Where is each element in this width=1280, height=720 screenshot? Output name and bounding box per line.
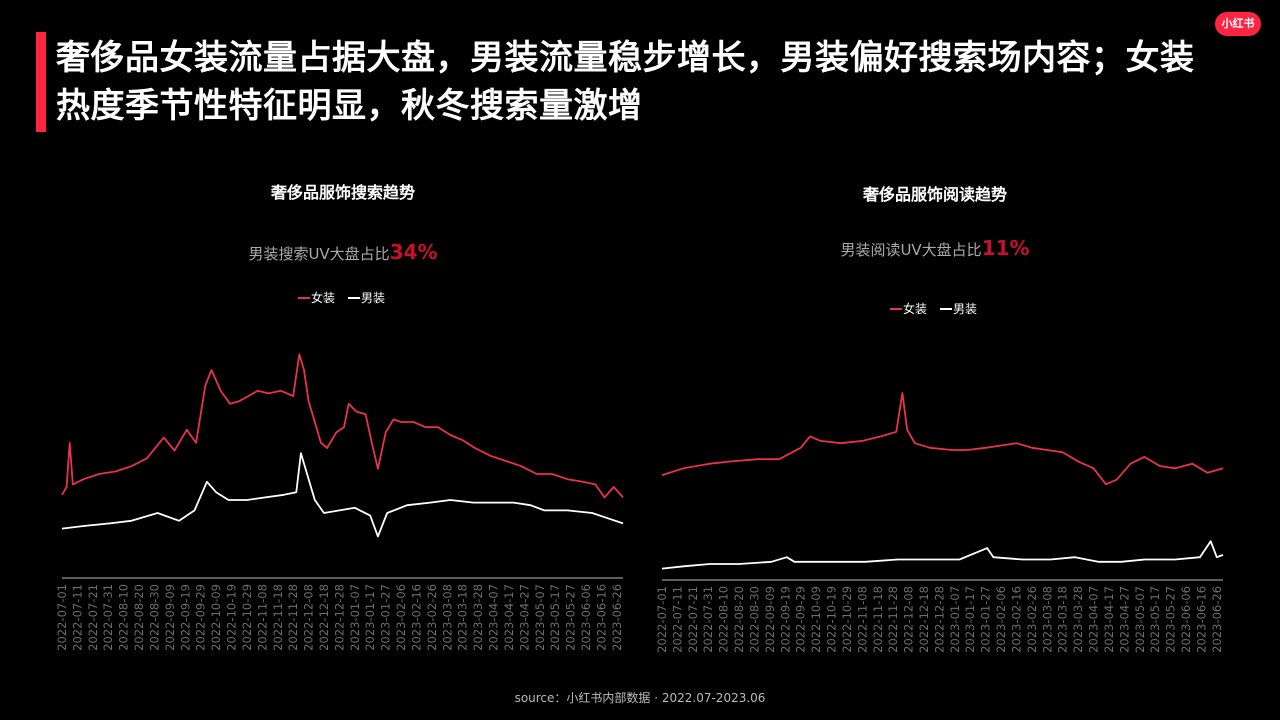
x-tick-label: 2022-08-30 bbox=[748, 586, 762, 653]
x-tick-label: 2023-01-27 bbox=[379, 584, 393, 651]
series-line-men bbox=[61, 452, 624, 538]
chart-subtitle: 男装阅读UV大盘占比11% bbox=[840, 236, 1029, 260]
x-tick-label: 2022-07-01 bbox=[55, 584, 69, 651]
subtitle-value: 11% bbox=[982, 236, 1030, 260]
x-tick-label: 2022-08-20 bbox=[732, 586, 746, 653]
x-tick-label: 2023-06-26 bbox=[610, 584, 624, 651]
x-tick-label: 2022-09-29 bbox=[794, 586, 808, 653]
x-tick-label: 2023-04-07 bbox=[487, 584, 501, 651]
x-tick-label: 2022-11-08 bbox=[255, 584, 269, 651]
x-tick-label: 2022-11-18 bbox=[271, 584, 285, 651]
x-tick-label: 2022-11-18 bbox=[871, 586, 885, 653]
x-tick-label: 2023-01-17 bbox=[963, 586, 977, 653]
x-tick-label: 2022-10-19 bbox=[225, 584, 239, 651]
subtitle-value: 34% bbox=[390, 240, 438, 264]
x-tick-label: 2023-05-27 bbox=[564, 584, 578, 651]
chart-title: 奢侈品服饰阅读趋势 bbox=[862, 185, 1007, 204]
x-tick-label: 2022-10-09 bbox=[209, 584, 223, 651]
x-tick-label: 2022-12-28 bbox=[332, 584, 346, 651]
x-tick-label: 2022-08-10 bbox=[117, 584, 131, 651]
chart-title: 奢侈品服饰搜索趋势 bbox=[270, 183, 415, 202]
x-tick-label: 2022-10-29 bbox=[840, 586, 854, 653]
x-tick-label: 2023-06-16 bbox=[1194, 586, 1208, 653]
x-tick-label: 2023-03-08 bbox=[1040, 586, 1054, 653]
x-tick-label: 2023-02-06 bbox=[394, 584, 408, 651]
x-tick-label: 2023-06-26 bbox=[1210, 586, 1224, 653]
x-tick-label: 2023-02-06 bbox=[994, 586, 1008, 653]
x-tick-label: 2022-12-08 bbox=[302, 584, 316, 651]
x-tick-label: 2022-10-19 bbox=[825, 586, 839, 653]
subtitle-label: 男装阅读UV大盘占比 bbox=[840, 241, 981, 259]
x-tick-label: 2022-07-31 bbox=[701, 586, 715, 653]
legend-label-men: 男装 bbox=[953, 302, 977, 316]
x-tick-label: 2022-11-08 bbox=[855, 586, 869, 653]
chart-legend: 女装 男装 bbox=[890, 301, 977, 316]
x-tick-label: 2023-02-16 bbox=[410, 584, 424, 651]
x-tick-label: 2022-09-29 bbox=[194, 584, 208, 651]
series-line-women bbox=[661, 392, 1224, 486]
x-tick-label: 2023-03-08 bbox=[440, 584, 454, 651]
x-tick-label: 2022-12-18 bbox=[917, 586, 931, 653]
x-tick-label: 2022-07-31 bbox=[101, 584, 115, 651]
x-tick-label: 2023-02-16 bbox=[1010, 586, 1024, 653]
x-tick-label: 2022-11-28 bbox=[886, 586, 900, 653]
x-tick-label: 2023-05-07 bbox=[533, 584, 547, 651]
x-tick-label: 2022-09-19 bbox=[778, 586, 792, 653]
x-tick-label: 2023-04-17 bbox=[502, 584, 516, 651]
x-tick-label: 2022-11-28 bbox=[286, 584, 300, 651]
x-tick-label: 2022-12-18 bbox=[317, 584, 331, 651]
x-tick-label: 2022-08-20 bbox=[132, 584, 146, 651]
x-tick-label: 2022-07-01 bbox=[655, 586, 669, 653]
x-tick-label: 2023-01-17 bbox=[363, 584, 377, 651]
x-tick-label: 2022-09-09 bbox=[763, 586, 777, 653]
x-tick-label: 2023-03-18 bbox=[1056, 586, 1070, 653]
x-tick-label: 2022-09-09 bbox=[163, 584, 177, 651]
x-tick-label: 2023-04-17 bbox=[1102, 586, 1116, 653]
x-tick-label: 2023-04-27 bbox=[517, 584, 531, 651]
x-tick-label: 2023-05-17 bbox=[548, 584, 562, 651]
x-tick-label: 2022-08-30 bbox=[148, 584, 162, 651]
x-tick-label: 2023-03-28 bbox=[471, 584, 485, 651]
x-tick-label: 2023-05-27 bbox=[1164, 586, 1178, 653]
chart-legend: 女装 男装 bbox=[298, 290, 385, 305]
x-tick-label: 2023-01-07 bbox=[948, 586, 962, 653]
x-tick-label: 2022-08-10 bbox=[717, 586, 731, 653]
x-tick-label: 2022-12-08 bbox=[902, 586, 916, 653]
series-line-men bbox=[661, 540, 1224, 570]
accent-bar bbox=[36, 32, 46, 132]
x-tick-label: 2023-05-17 bbox=[1148, 586, 1162, 653]
x-tick-label: 2022-07-21 bbox=[86, 584, 100, 651]
x-tick-label: 2023-06-06 bbox=[579, 584, 593, 651]
x-tick-label: 2022-10-29 bbox=[240, 584, 254, 651]
x-tick-label: 2022-07-11 bbox=[670, 586, 684, 653]
chart-subtitle: 男装搜索UV大盘占比34% bbox=[248, 240, 437, 264]
x-tick-label: 2023-01-07 bbox=[348, 584, 362, 651]
x-tick-label: 2023-04-07 bbox=[1087, 586, 1101, 653]
x-tick-label: 2023-03-28 bbox=[1071, 586, 1085, 653]
legend-label-women: 女装 bbox=[903, 301, 927, 316]
x-tick-label: 2022-10-09 bbox=[809, 586, 823, 653]
x-tick-label: 2023-06-06 bbox=[1179, 586, 1193, 653]
source-note: source：小红书内部数据 · 2022.07-2023.06 bbox=[514, 691, 766, 705]
x-tick-label: 2022-07-21 bbox=[686, 586, 700, 653]
x-tick-label: 2023-02-26 bbox=[1025, 586, 1039, 653]
legend-label-women: 女装 bbox=[311, 290, 335, 305]
x-tick-label: 2023-05-07 bbox=[1133, 586, 1147, 653]
series-line-women bbox=[61, 353, 624, 499]
legend-label-men: 男装 bbox=[361, 291, 385, 305]
xiaohongshu-logo: 小红书 bbox=[1215, 12, 1261, 36]
x-tick-label: 2023-03-18 bbox=[456, 584, 470, 651]
x-tick-label: 2023-06-16 bbox=[594, 584, 608, 651]
x-tick-label: 2022-12-28 bbox=[932, 586, 946, 653]
subtitle-label: 男装搜索UV大盘占比 bbox=[248, 245, 389, 263]
x-tick-label: 2023-01-27 bbox=[979, 586, 993, 653]
x-tick-label: 2023-04-27 bbox=[1117, 586, 1131, 653]
page-headline: 奢侈品女装流量占据大盘，男装流量稳步增长，男装偏好搜索场内容；女装热度季节性特征… bbox=[56, 38, 1195, 126]
x-tick-label: 2022-09-19 bbox=[178, 584, 192, 651]
x-tick-label: 2022-07-11 bbox=[70, 584, 84, 651]
x-tick-label: 2023-02-26 bbox=[425, 584, 439, 651]
